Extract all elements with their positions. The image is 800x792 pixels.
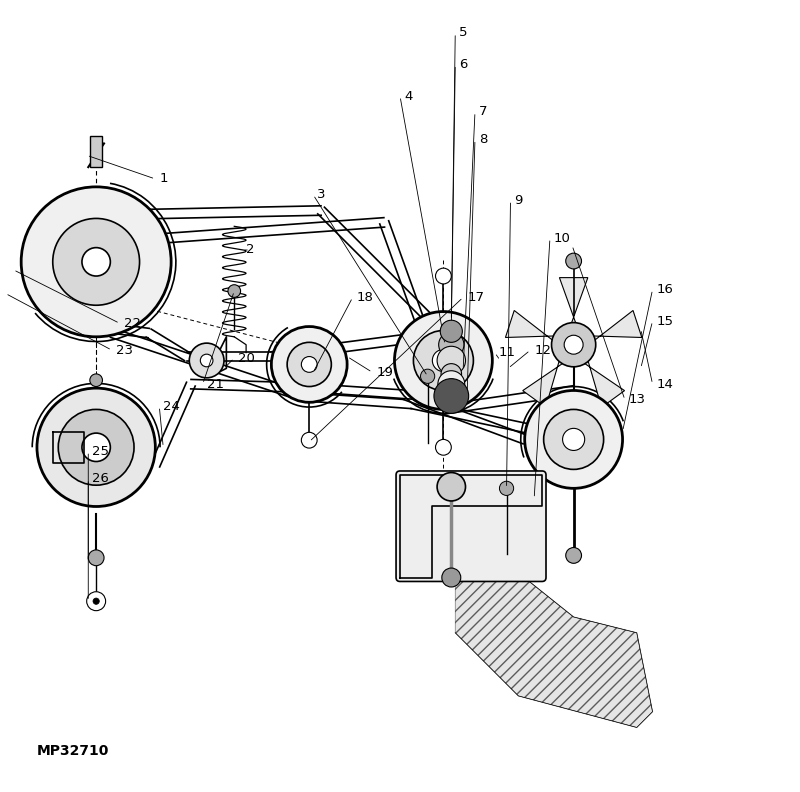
FancyBboxPatch shape [396, 471, 546, 581]
Circle shape [82, 248, 110, 276]
Circle shape [525, 390, 622, 489]
Circle shape [438, 371, 465, 398]
Text: 12: 12 [534, 344, 551, 356]
Circle shape [394, 311, 492, 409]
Circle shape [271, 326, 347, 402]
Text: 1: 1 [159, 173, 168, 185]
Circle shape [190, 343, 224, 378]
Circle shape [302, 356, 317, 372]
Circle shape [437, 346, 466, 375]
Circle shape [551, 322, 596, 367]
Circle shape [88, 550, 104, 565]
Polygon shape [559, 278, 588, 333]
Text: 26: 26 [92, 472, 109, 485]
Circle shape [566, 547, 582, 563]
Text: MP32710: MP32710 [37, 744, 110, 758]
Text: 24: 24 [163, 400, 180, 413]
Text: 20: 20 [238, 352, 255, 364]
Circle shape [58, 409, 134, 485]
Text: 3: 3 [317, 188, 326, 201]
Circle shape [287, 342, 331, 386]
Circle shape [21, 187, 171, 337]
Circle shape [566, 253, 582, 269]
Circle shape [200, 354, 213, 367]
Text: 15: 15 [657, 314, 674, 328]
Circle shape [53, 219, 139, 305]
Text: 14: 14 [657, 378, 674, 390]
Text: 2: 2 [246, 243, 254, 257]
Circle shape [90, 374, 102, 386]
Polygon shape [506, 310, 564, 346]
Circle shape [432, 349, 454, 371]
Text: 6: 6 [459, 58, 467, 71]
Text: 22: 22 [124, 317, 141, 330]
Polygon shape [522, 351, 571, 407]
Text: 13: 13 [629, 394, 646, 406]
Text: 21: 21 [206, 378, 224, 390]
Text: 19: 19 [376, 366, 393, 379]
Bar [90, 135, 102, 167]
Polygon shape [455, 514, 653, 728]
Text: 16: 16 [657, 283, 674, 296]
Polygon shape [576, 351, 625, 407]
Text: 4: 4 [404, 89, 412, 103]
Polygon shape [583, 310, 642, 346]
Text: 5: 5 [459, 26, 468, 40]
Circle shape [228, 284, 241, 297]
Circle shape [302, 432, 317, 448]
Text: 23: 23 [116, 344, 133, 356]
Circle shape [421, 369, 434, 383]
Circle shape [438, 332, 464, 357]
Circle shape [441, 364, 462, 384]
Text: 18: 18 [357, 291, 374, 304]
Circle shape [435, 268, 451, 284]
Text: 11: 11 [498, 346, 516, 359]
Circle shape [434, 379, 469, 413]
Circle shape [442, 568, 461, 587]
Circle shape [435, 440, 451, 455]
Circle shape [414, 330, 474, 390]
Circle shape [562, 428, 585, 451]
Text: 10: 10 [554, 231, 570, 245]
Circle shape [37, 388, 155, 507]
Text: 17: 17 [467, 291, 484, 304]
Circle shape [544, 409, 604, 470]
Text: 8: 8 [479, 133, 487, 146]
Circle shape [564, 335, 583, 354]
Circle shape [437, 473, 466, 501]
Text: 7: 7 [479, 105, 487, 118]
Text: 9: 9 [514, 194, 523, 207]
Circle shape [86, 592, 106, 611]
Circle shape [440, 320, 462, 342]
Text: 25: 25 [92, 445, 110, 458]
Circle shape [93, 598, 99, 604]
Circle shape [499, 482, 514, 496]
Circle shape [82, 433, 110, 462]
Polygon shape [400, 475, 542, 577]
